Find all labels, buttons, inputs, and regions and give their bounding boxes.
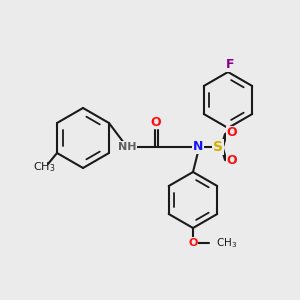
Text: CH$_3$: CH$_3$ [33, 160, 55, 174]
Text: O: O [151, 116, 161, 128]
Text: O: O [227, 154, 237, 167]
Text: CH$_3$: CH$_3$ [216, 236, 237, 250]
Text: F: F [226, 58, 234, 71]
Text: N: N [193, 140, 203, 154]
Text: NH: NH [118, 142, 136, 152]
Text: O: O [227, 127, 237, 140]
Text: O: O [188, 238, 198, 248]
Text: S: S [213, 140, 223, 154]
